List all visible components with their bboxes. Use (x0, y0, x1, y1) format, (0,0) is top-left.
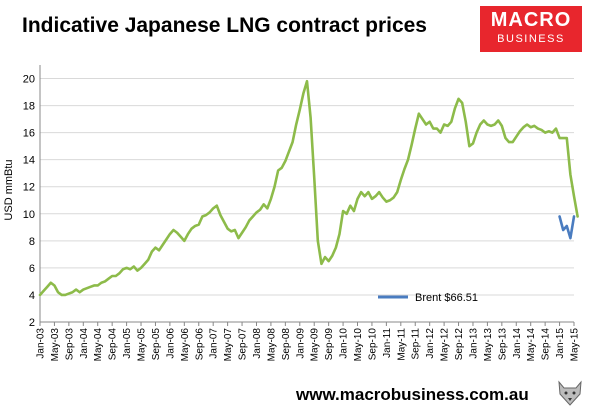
x-tick-label: May-15 (570, 328, 581, 362)
x-tick-label: Sep-08 (281, 328, 292, 361)
x-tick-label: May-10 (353, 328, 364, 362)
logo-line-1: MACRO (490, 9, 572, 31)
x-tick-label: Jan-11 (382, 328, 393, 358)
macrobusiness-logo: MACRO BUSINESS (480, 6, 582, 52)
x-tick-label: Jan-06 (165, 328, 176, 359)
x-tick-label: Jan-10 (339, 328, 350, 359)
series-line-lng (38, 79, 579, 297)
y-tick-label: 8 (29, 236, 35, 248)
x-tick-label: Sep-09 (324, 328, 335, 361)
x-tick-label: May-14 (526, 328, 537, 362)
x-tick-label: Sep-06 (194, 328, 205, 361)
x-tick-label: Sep-04 (108, 328, 119, 361)
y-tick-label: 20 (23, 74, 35, 86)
y-tick-label: 10 (23, 209, 35, 221)
x-tick-label: Jan-14 (512, 328, 523, 359)
x-tick-label: Sep-13 (497, 328, 508, 361)
x-tick-label: Sep-14 (541, 328, 552, 361)
y-axis-label: USD mmBtu (3, 159, 15, 220)
x-tick-label: May-08 (266, 328, 277, 362)
x-tick-label: Jan-07 (209, 328, 220, 359)
x-tick-label: Sep-12 (454, 328, 465, 361)
x-tick-label: May-11 (396, 328, 407, 361)
x-tick-label: Sep-03 (64, 328, 75, 361)
y-tick-label: 14 (23, 155, 35, 167)
y-tick-label: 4 (29, 290, 35, 302)
axes (39, 65, 574, 323)
x-tick-label: Jan-04 (79, 328, 90, 359)
legend-label-brent: Brent $66.51 (415, 292, 478, 304)
y-tick-label: 18 (23, 101, 35, 113)
y-tick-label: 2 (29, 317, 35, 329)
x-tick-label: Jan-03 (36, 328, 47, 359)
x-tick-label: May-05 (137, 328, 148, 362)
x-tick-label: Sep-11 (411, 328, 422, 360)
x-tick-label: May-07 (223, 328, 234, 362)
x-tick-label: May-04 (93, 328, 104, 362)
x-tick-label: Jan-08 (252, 328, 263, 359)
legend: Brent $66.51 (378, 292, 478, 304)
x-tick-label: May-12 (440, 328, 451, 362)
logo-line-2: BUSINESS (497, 33, 565, 45)
footer-url[interactable]: www.macrobusiness.com.au (296, 385, 529, 404)
y-tick-label: 12 (23, 182, 35, 194)
y-tick-label: 16 (23, 128, 35, 140)
wolf-logo-icon (558, 380, 582, 406)
series-lines (38, 79, 579, 297)
x-tick-label: Sep-07 (238, 328, 249, 361)
x-tick-label: May-03 (50, 328, 61, 362)
chart-title: Indicative Japanese LNG contract prices (22, 14, 427, 37)
series-line-brent (558, 215, 576, 240)
x-tick-label: May-06 (180, 328, 191, 362)
x-tick-label: May-09 (310, 328, 321, 362)
x-tick-labels: Jan-03 May-03 Sep-03 Jan-04 May-04 Sep-04 Jan-… (36, 322, 581, 361)
x-tick-label: Jan-09 (295, 328, 306, 359)
x-tick-label: Jan-12 (425, 328, 436, 359)
gridlines (40, 78, 574, 296)
y-tick-label: 6 (29, 263, 35, 275)
x-tick-label: Jan-05 (122, 328, 133, 359)
x-tick-label: May-13 (483, 328, 494, 362)
y-tick-labels: 2 4 6 8 10 12 14 16 18 20 (23, 74, 35, 329)
x-tick-label: Sep-05 (151, 328, 162, 361)
x-tick-label: Jan-13 (468, 328, 479, 359)
x-tick-label: Jan-15 (555, 328, 566, 359)
x-tick-label: Sep-10 (367, 328, 378, 361)
